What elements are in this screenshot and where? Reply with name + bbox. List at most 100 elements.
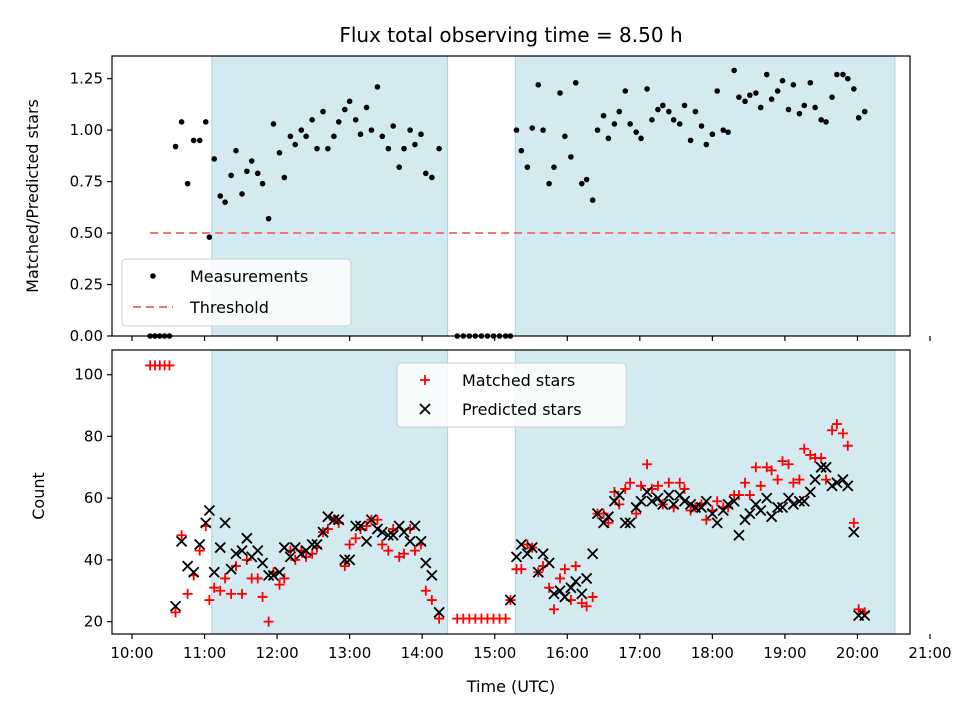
predicted-star-point-88 bbox=[717, 504, 729, 517]
matched-star-point-113 bbox=[777, 456, 788, 467]
predicted-star-point-59 bbox=[559, 591, 571, 603]
measurement-point-39 bbox=[357, 131, 364, 138]
measurement-point-91 bbox=[659, 102, 666, 109]
predicted-star-point-38 bbox=[376, 526, 388, 538]
predicted-star-point-54 bbox=[532, 566, 544, 578]
predicted-star-point-107 bbox=[820, 461, 832, 473]
matched-star-point-62 bbox=[500, 613, 511, 624]
predicted-star-point-52 bbox=[521, 548, 534, 560]
matched-star-point-12 bbox=[209, 582, 220, 593]
measurement-point-127 bbox=[855, 114, 862, 121]
predicted-star-point-44 bbox=[409, 520, 421, 532]
measurement-point-52 bbox=[429, 174, 435, 181]
matched-star-point-114 bbox=[783, 459, 794, 470]
predicted-star-point-11 bbox=[230, 548, 242, 560]
measurement-point-93 bbox=[670, 117, 677, 123]
matched-star-point-81 bbox=[603, 517, 614, 528]
predicted-star-point-97 bbox=[765, 511, 778, 523]
measurement-point-66 bbox=[524, 164, 531, 170]
measurement-point-108 bbox=[753, 90, 759, 96]
matched-star-point-72 bbox=[555, 573, 566, 584]
top-y-axis-label: Matched/Predicted stars bbox=[23, 99, 42, 293]
matched-star-point-92 bbox=[663, 477, 674, 488]
measurement-point-82 bbox=[611, 121, 618, 127]
matched-star-point-125 bbox=[842, 440, 853, 451]
legend-bottom-box bbox=[396, 362, 627, 428]
measurement-point-53 bbox=[436, 145, 442, 152]
measurement-point-44 bbox=[385, 145, 392, 152]
matched-star-point-101 bbox=[712, 496, 723, 507]
matched-star-point-84 bbox=[620, 483, 631, 494]
matched-star-point-94 bbox=[674, 477, 685, 488]
predicted-star-point-99 bbox=[776, 501, 789, 514]
predicted-star-point-9 bbox=[219, 517, 231, 529]
predicted-star-point-104 bbox=[804, 486, 816, 498]
measurement-point-119 bbox=[812, 104, 818, 111]
measurement-point-85 bbox=[627, 121, 633, 127]
predicted-star-point-40 bbox=[387, 529, 399, 541]
matched-star-point-13 bbox=[215, 585, 226, 596]
measurement-point-78 bbox=[589, 197, 596, 203]
predicted-star-point-28 bbox=[322, 511, 334, 523]
measurement-point-125 bbox=[844, 75, 851, 82]
matched-star-point-120 bbox=[816, 453, 827, 464]
measurement-point-84 bbox=[622, 88, 629, 94]
measurement-point-7 bbox=[184, 180, 191, 187]
legend-top: Measurements Threshold bbox=[121, 258, 352, 327]
y-tick-label-1-1: 40 bbox=[84, 551, 103, 569]
predicted-star-point-95 bbox=[755, 504, 767, 517]
matched-star-point-107 bbox=[744, 490, 755, 501]
measurement-point-51 bbox=[423, 170, 429, 177]
x-tick-label-7: 17:00 bbox=[618, 644, 661, 662]
predicted-star-point-102 bbox=[793, 495, 806, 507]
matched-star-point-121 bbox=[821, 474, 832, 485]
measurement-point-117 bbox=[801, 102, 808, 109]
matched-star-point-71 bbox=[548, 604, 559, 615]
measurement-point-113 bbox=[779, 77, 786, 84]
measurement-point-72 bbox=[557, 90, 563, 96]
matched-star-point-40 bbox=[361, 520, 372, 531]
predicted-star-point-25 bbox=[306, 538, 318, 551]
measurement-point-109 bbox=[757, 104, 764, 111]
predicted-star-point-29 bbox=[328, 514, 340, 526]
predicted-star-point-36 bbox=[365, 514, 378, 526]
legend-threshold-label: Threshold bbox=[189, 298, 269, 317]
measurement-point-124 bbox=[840, 71, 846, 78]
predicted-star-point-35 bbox=[360, 535, 373, 548]
predicted-star-point-62 bbox=[576, 588, 588, 600]
x-axis-label: Time (UTC) bbox=[466, 677, 555, 696]
predicted-star-point-84 bbox=[695, 501, 708, 514]
matched-star-point-29 bbox=[301, 551, 312, 562]
measurement-point-81 bbox=[605, 135, 612, 142]
matched-star-point-105 bbox=[733, 490, 744, 501]
measurement-point-24 bbox=[276, 149, 283, 156]
measurement-point-71 bbox=[551, 164, 557, 170]
predicted-star-point-31 bbox=[339, 554, 351, 566]
matched-star-point-27 bbox=[290, 554, 301, 565]
matched-star-point-4 bbox=[164, 360, 175, 371]
measurement-point-34 bbox=[331, 133, 337, 140]
matched-star-point-122 bbox=[827, 425, 838, 436]
measurement-point-30 bbox=[309, 117, 315, 123]
measurement-point-25 bbox=[281, 174, 288, 181]
y-tick-label-1-0: 20 bbox=[84, 613, 103, 631]
predicted-star-point-32 bbox=[343, 554, 356, 566]
measurement-point-67 bbox=[529, 125, 536, 131]
measurement-point-111 bbox=[768, 96, 775, 103]
measurement-point-38 bbox=[352, 117, 359, 123]
measurement-point-89 bbox=[649, 117, 655, 123]
predicted-star-point-78 bbox=[663, 489, 675, 501]
predicted-star-point-65 bbox=[591, 507, 604, 520]
predicted-star-point-5 bbox=[200, 517, 212, 529]
matched-star-point-106 bbox=[740, 477, 751, 488]
matched-star-point-17 bbox=[237, 588, 248, 599]
measurement-point-27 bbox=[292, 141, 299, 148]
matched-star-point-14 bbox=[220, 573, 231, 584]
matched-star-point-20 bbox=[252, 573, 263, 584]
matched-star-point-25 bbox=[279, 573, 290, 584]
predicted-star-point-60 bbox=[565, 582, 577, 594]
predicted-star-point-48 bbox=[433, 606, 445, 619]
matched-star-point-21 bbox=[257, 591, 268, 602]
measurement-point-42 bbox=[374, 84, 381, 90]
predicted-star-point-13 bbox=[241, 532, 253, 544]
